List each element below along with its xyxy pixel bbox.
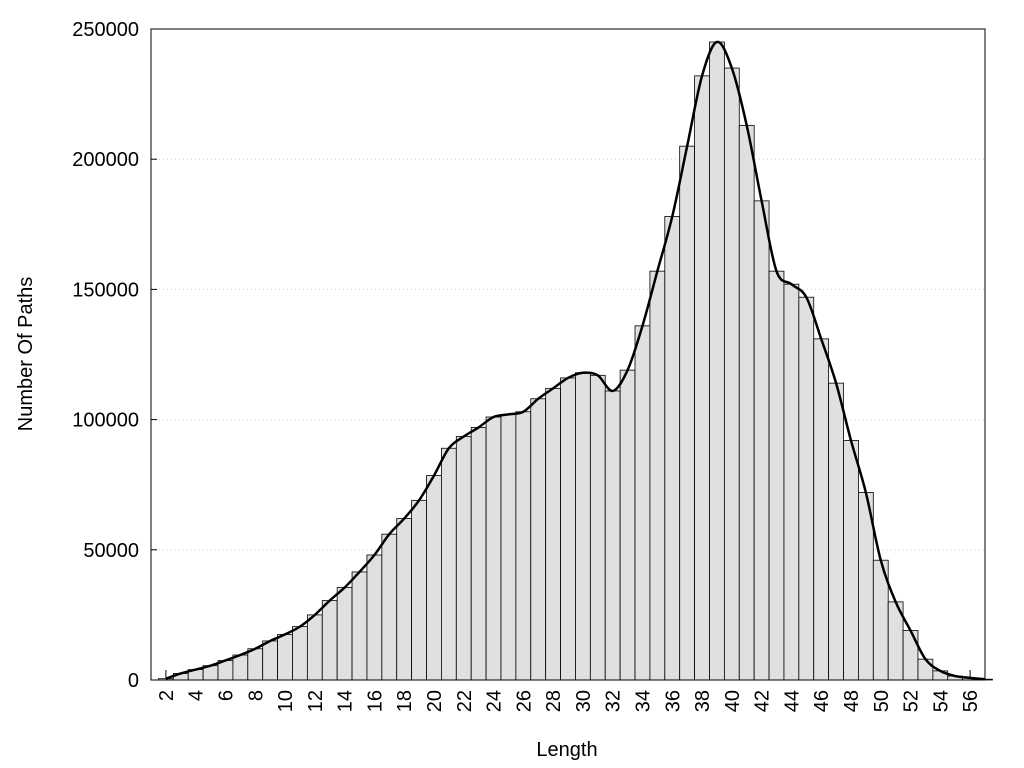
- bar: [411, 499, 427, 681]
- x-tick-label: 46: [811, 690, 833, 712]
- x-tick-label: 42: [752, 690, 774, 712]
- y-tick-label: 250000: [72, 19, 139, 41]
- fit-curve: [165, 40, 986, 681]
- x-tick-label: 56: [960, 690, 982, 712]
- bar: [917, 658, 934, 681]
- bar: [336, 587, 353, 681]
- x-tick-label: 6: [215, 690, 237, 701]
- x-tick-label: 44: [781, 690, 803, 712]
- x-tick-label: 24: [484, 690, 506, 712]
- bar: [515, 411, 532, 681]
- x-tick-label: 14: [335, 690, 357, 712]
- y-tick-label: 150000: [72, 279, 139, 301]
- x-tick-label: 32: [603, 690, 625, 712]
- bar: [545, 387, 561, 681]
- bar: [753, 200, 770, 681]
- y-tick-label: 200000: [72, 149, 139, 171]
- bar: [634, 325, 651, 681]
- bar: [679, 145, 695, 681]
- bar: [426, 475, 442, 681]
- bar: [619, 369, 636, 681]
- x-tick-label: 26: [513, 690, 535, 712]
- x-tick-label: 22: [454, 690, 476, 712]
- bar: [560, 377, 576, 681]
- bar: [902, 630, 919, 681]
- x-tick-label: 36: [662, 690, 684, 712]
- bar: [441, 447, 457, 681]
- y-tick-label: 100000: [72, 410, 139, 432]
- x-tick-label: 20: [424, 690, 446, 712]
- x-tick-label: 10: [275, 690, 297, 712]
- bar: [664, 216, 681, 681]
- y-axis-label: Number Of Paths: [15, 277, 37, 432]
- x-tick-label: 40: [722, 690, 744, 712]
- x-tick-label: 12: [305, 690, 327, 712]
- x-tick-label: 8: [245, 690, 267, 701]
- bar: [649, 270, 666, 681]
- bar: [604, 390, 621, 681]
- bar: [262, 640, 278, 681]
- bar: [306, 614, 323, 681]
- bar: [381, 533, 398, 681]
- bar: [798, 296, 815, 681]
- bar: [783, 283, 800, 681]
- bar: [738, 124, 755, 681]
- bar: [470, 427, 487, 681]
- x-tick-label: 54: [930, 690, 952, 712]
- bar: [232, 654, 249, 681]
- bar: [366, 554, 383, 681]
- y-tick-label: 0: [128, 670, 139, 692]
- bar: [843, 440, 859, 681]
- x-tick-label: 48: [841, 690, 863, 712]
- bar: [813, 338, 830, 681]
- plot-frame: [150, 28, 986, 681]
- bar: [277, 634, 293, 681]
- x-tick-label: 4: [186, 690, 208, 701]
- bar: [321, 600, 338, 681]
- x-axis-label: Length: [536, 739, 597, 761]
- bar: [768, 270, 785, 681]
- x-tick-label: 30: [573, 690, 595, 712]
- bar: [247, 648, 264, 681]
- x-tick-label: 16: [364, 690, 386, 712]
- bar: [396, 518, 413, 681]
- bar: [709, 41, 725, 681]
- bar: [500, 413, 517, 681]
- x-tick-label: 2: [156, 690, 178, 701]
- x-tick-label: 28: [543, 690, 565, 712]
- x-tick-label: 18: [394, 690, 416, 712]
- y-tick-label: 50000: [83, 540, 139, 562]
- bar: [575, 372, 591, 681]
- bar: [351, 571, 368, 681]
- bar: [485, 416, 502, 681]
- x-tick-label: 38: [692, 690, 714, 712]
- bar: [530, 398, 547, 681]
- x-tick-label: 50: [871, 690, 893, 712]
- bar: [723, 67, 740, 681]
- bar: [694, 75, 710, 681]
- bar: [589, 374, 606, 681]
- bar: [828, 382, 844, 681]
- x-tick-label: 34: [632, 690, 654, 712]
- bar: [292, 626, 308, 681]
- bar: [455, 436, 472, 681]
- x-tick-label: 52: [901, 690, 923, 712]
